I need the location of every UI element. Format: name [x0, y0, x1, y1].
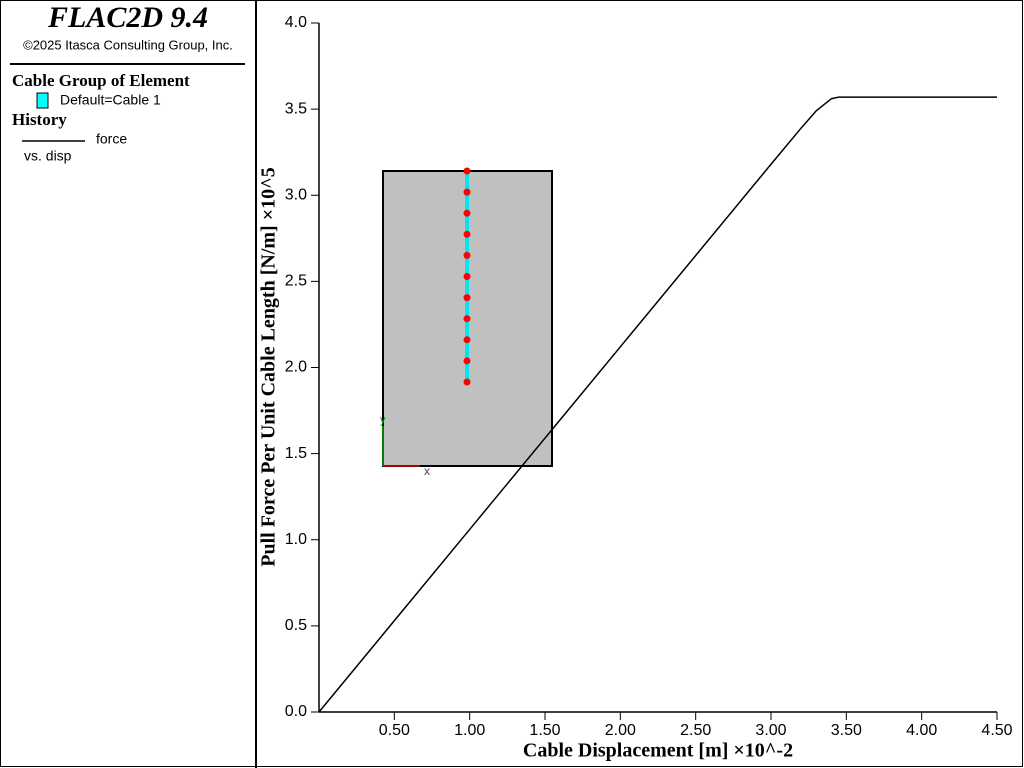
- x-tick-label: 2.50: [680, 722, 711, 739]
- x-tick-label: 3.00: [755, 722, 786, 739]
- cable-node: [463, 294, 471, 302]
- group-item: Default=Cable 1: [60, 92, 161, 108]
- cable-node: [463, 209, 471, 217]
- y-tick-label: 3.5: [285, 100, 307, 117]
- y-tick-label: 0.5: [285, 617, 307, 634]
- x-tick-label: 1.00: [454, 722, 485, 739]
- cable-node: [463, 167, 471, 175]
- group-heading: Cable Group of Element: [12, 71, 190, 90]
- y-tick-label: 1.0: [285, 531, 307, 548]
- y-tick-label: 0.0: [285, 703, 307, 720]
- cable-node: [463, 357, 471, 365]
- cable-node: [463, 230, 471, 238]
- legend-entry: force: [96, 131, 127, 147]
- cable-node: [463, 251, 471, 259]
- axis-glyph-x-label: x: [424, 464, 430, 478]
- y-tick-label: 1.5: [285, 445, 307, 462]
- copyright: ©2025 Itasca Consulting Group, Inc.: [23, 37, 233, 52]
- x-tick-label: 4.00: [906, 722, 937, 739]
- cable-nodes: [463, 167, 471, 386]
- x-tick-label: 1.50: [529, 722, 560, 739]
- cable-node: [463, 336, 471, 344]
- cable-node: [463, 273, 471, 280]
- history-versus: vs. disp: [24, 148, 72, 164]
- y-tick-label: 2.0: [285, 359, 307, 376]
- group-swatch: [36, 92, 49, 109]
- x-tick-label: 3.50: [831, 722, 862, 739]
- x-tick-label: 2.00: [605, 722, 636, 739]
- product-title: FLAC2D 9.4: [47, 1, 208, 34]
- cable-node: [463, 378, 471, 386]
- cable-node: [463, 188, 471, 196]
- history-heading: History: [12, 110, 67, 129]
- y-tick-label: 2.5: [285, 273, 307, 290]
- x-axis-label: Cable Displacement [m] ×10^-2: [523, 740, 793, 762]
- y-tick-label: 4.0: [285, 14, 307, 31]
- x-tick-label: 4.50: [981, 722, 1012, 739]
- axis-glyph-y-label: y: [380, 414, 386, 426]
- y-axis-label: Pull Force Per Unit Cable Length [N/m] ×…: [258, 167, 280, 566]
- cable-node: [463, 315, 471, 323]
- history-line: [318, 96, 997, 713]
- y-tick-label: 3.0: [285, 186, 307, 203]
- x-tick-label: 0.50: [379, 722, 410, 739]
